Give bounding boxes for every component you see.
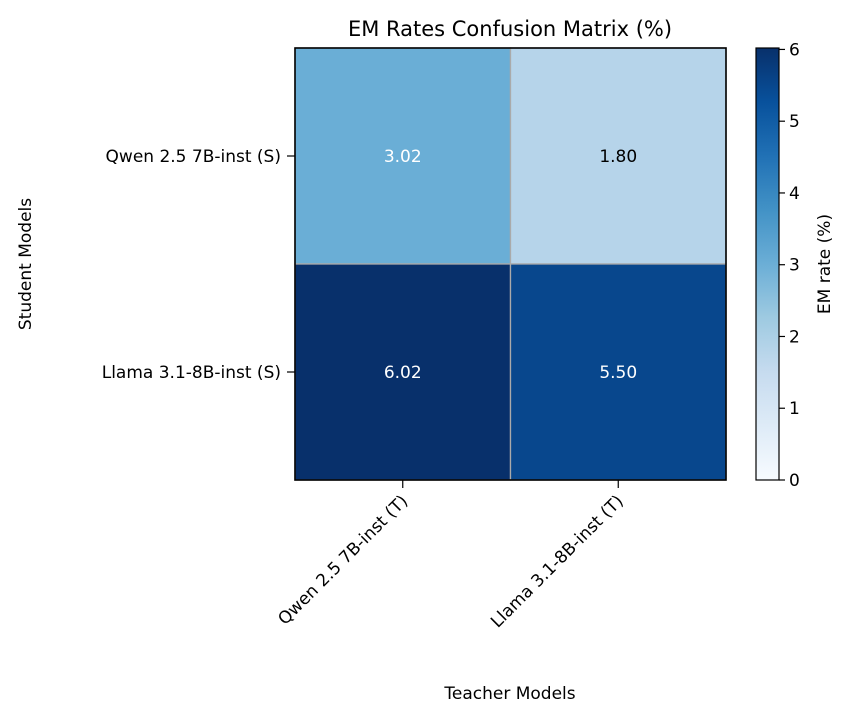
colorbar-tick-label: 6 <box>789 40 800 60</box>
plot-frame <box>294 47 727 481</box>
cell-value-label: 1.80 <box>599 147 637 167</box>
cell-value-label: 6.02 <box>384 363 422 383</box>
x-axis-ticks: Qwen 2.5 7B-inst (T) Llama 3.1-8B-inst (T… <box>274 480 628 632</box>
chart-title: EM Rates Confusion Matrix (%) <box>348 17 672 41</box>
colorbar-label: EM rate (%) <box>815 214 835 314</box>
colorbar-tick-label: 4 <box>789 184 800 204</box>
heatmap-cell <box>294 263 512 481</box>
cell-value-label: 5.50 <box>599 363 637 383</box>
y-tick-label: Llama 3.1-8B-inst (S) <box>102 363 281 383</box>
colorbar-ticks: 0 1 2 3 4 5 6 <box>779 40 800 491</box>
x-tick-label: Llama 3.1-8B-inst (T) <box>487 491 628 632</box>
colorbar-tick-label: 1 <box>789 399 800 419</box>
heatmap-cell <box>509 47 727 265</box>
x-tick-label: Qwen 2.5 7B-inst (T) <box>274 491 412 629</box>
x-axis-label: Teacher Models <box>443 684 575 704</box>
heatmap-cell-labels: 3.02 1.80 6.02 5.50 <box>384 147 637 383</box>
colorbar-tick-label: 5 <box>789 112 800 132</box>
colorbar-tick-label: 0 <box>789 471 800 491</box>
colorbar-tick-label: 3 <box>789 256 800 276</box>
y-axis-label: Student Models <box>16 198 36 330</box>
heatmap-cells <box>294 47 727 481</box>
cell-value-label: 3.02 <box>384 147 422 167</box>
y-tick-label: Qwen 2.5 7B-inst (S) <box>106 147 281 167</box>
colorbar-tick-label: 2 <box>789 327 800 347</box>
heatmap-cell <box>294 47 512 265</box>
y-axis-ticks: Qwen 2.5 7B-inst (S) Llama 3.1-8B-inst (S… <box>102 147 295 383</box>
colorbar <box>755 47 780 481</box>
heatmap-cell <box>509 263 727 481</box>
